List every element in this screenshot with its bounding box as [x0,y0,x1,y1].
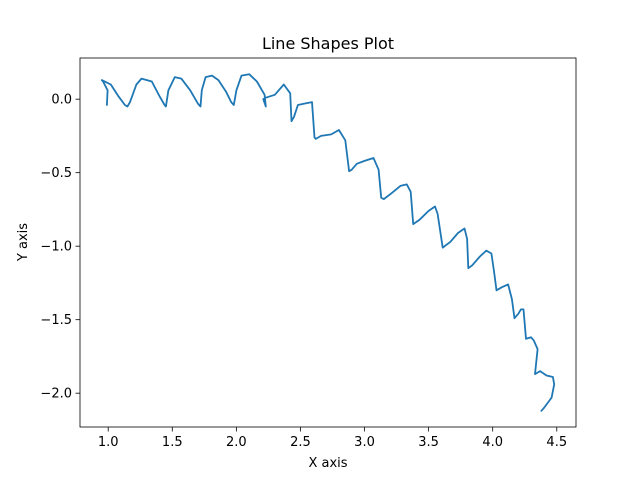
plot-area [80,58,576,427]
y-tick-label: −1.5 [40,313,72,328]
y-tick-label: −0.5 [40,166,72,181]
chart-title: Line Shapes Plot [262,34,394,53]
axes-frame [79,57,577,428]
y-axis-label: Y axis [16,223,31,262]
x-tick-label: 3.0 [354,435,375,450]
x-tick-label: 1.0 [98,435,119,450]
y-axis-ticks: 0.0 −0.5 −1.0 −1.5 −2.0 [40,93,80,402]
x-tick-label: 4.0 [482,435,503,450]
y-tick-label: 0.0 [51,93,72,108]
x-axis-ticks: 1.0 1.5 2.0 2.5 3.0 3.5 4.0 4.5 [98,427,567,450]
x-tick-label: 3.5 [418,435,439,450]
x-tick-label: 2.0 [226,435,247,450]
series-line [100,73,556,412]
series-layer [100,73,556,412]
x-tick-label: 1.5 [162,435,183,450]
y-tick-label: −2.0 [40,387,72,402]
x-tick-label: 4.5 [546,435,567,450]
x-axis-label: X axis [308,456,347,471]
x-tick-label: 2.5 [290,435,311,450]
y-tick-label: −1.0 [40,240,72,255]
